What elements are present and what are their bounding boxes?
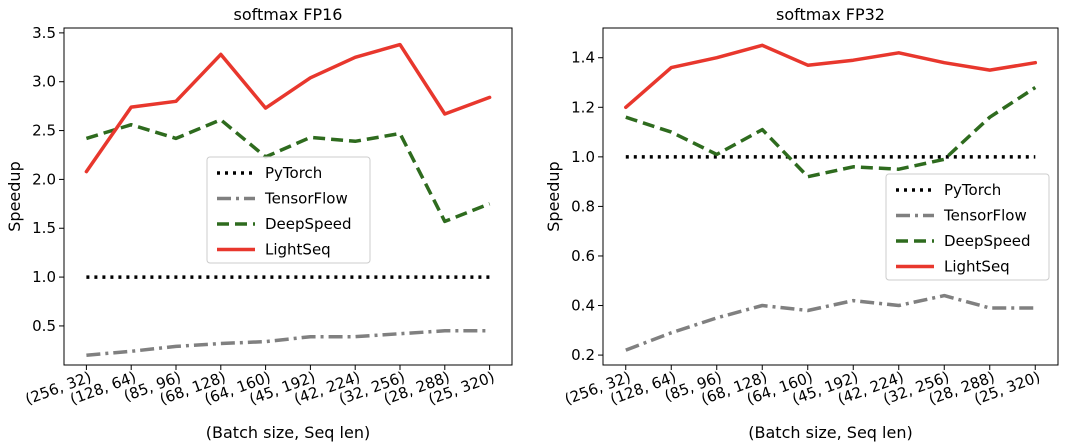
y-tick-label: 0.8	[571, 197, 595, 215]
y-tick-label: 1.0	[571, 148, 595, 166]
series-line-deepspeed	[625, 86, 1037, 179]
y-tick-label: 0.6	[571, 247, 595, 265]
y-tick-label: 0.5	[32, 317, 56, 335]
x-axis-label: (Batch size, Seq len)	[206, 423, 370, 442]
series-line-tensorflow	[86, 329, 490, 357]
legend-label-lightseq: LightSeq	[265, 241, 331, 259]
legend-box	[206, 156, 371, 264]
legend: PyTorch TensorFlow DeepSpeed LightSeq	[885, 173, 1050, 281]
plot-frame	[602, 27, 1059, 366]
y-tick-label: 1.2	[571, 98, 595, 116]
series-line-lightseq	[84, 42, 492, 174]
legend-label-deepspeed: DeepSpeed	[265, 215, 352, 233]
y-tick-label: 2.0	[32, 170, 56, 188]
series-line-lightseq	[624, 43, 1038, 110]
y-tick-label: 1.0	[32, 268, 56, 286]
y-tick-label: 1.4	[571, 49, 595, 67]
y-tick-label: 3.0	[32, 73, 56, 91]
legend-box	[885, 173, 1050, 281]
legend-label-deepspeed: DeepSpeed	[944, 232, 1031, 250]
y-tick-label: 1.5	[32, 219, 56, 237]
chart-title: softmax FP32	[776, 5, 885, 24]
y-axis-label: Speedup	[544, 161, 563, 231]
y-tick-label: 2.5	[32, 122, 56, 140]
legend-label-tensorflow: TensorFlow	[943, 207, 1027, 225]
legend-label-pytorch: PyTorch	[944, 181, 1001, 199]
plot-frame	[63, 27, 513, 366]
series-line-tensorflow	[625, 293, 1036, 352]
y-axis-label: Speedup	[5, 161, 24, 231]
y-tick-label: 3.5	[32, 24, 56, 42]
series-line-deepspeed	[85, 118, 491, 224]
legend-label-tensorflow: TensorFlow	[264, 190, 348, 208]
legend-label-pytorch: PyTorch	[265, 164, 322, 182]
chart-title: softmax FP16	[234, 5, 343, 24]
x-axis-label: (Batch size, Seq len)	[748, 423, 912, 442]
y-tick-label: 0.2	[571, 346, 595, 364]
legend: PyTorch TensorFlow DeepSpeed LightSeq	[206, 156, 371, 264]
y-tick-label: 0.4	[571, 297, 595, 315]
legend-label-lightseq: LightSeq	[944, 258, 1010, 276]
